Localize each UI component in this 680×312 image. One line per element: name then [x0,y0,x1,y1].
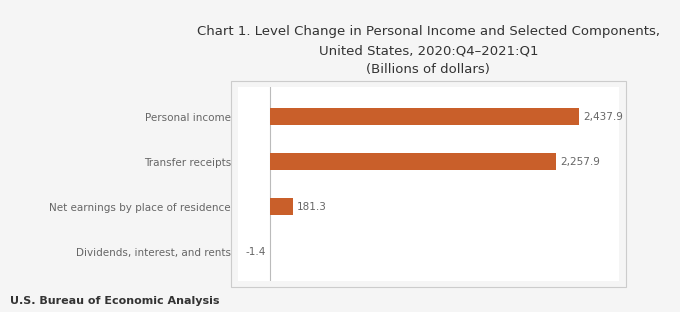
Text: 181.3: 181.3 [296,202,326,212]
Text: U.S. Bureau of Economic Analysis: U.S. Bureau of Economic Analysis [10,296,220,306]
Title: Chart 1. Level Change in Personal Income and Selected Components,
United States,: Chart 1. Level Change in Personal Income… [197,26,660,76]
Bar [270,153,556,170]
Text: 2,437.9: 2,437.9 [583,112,623,122]
Text: 2,257.9: 2,257.9 [560,157,600,167]
Text: -1.4: -1.4 [245,246,266,256]
Bar [270,108,579,125]
Bar [270,198,293,215]
